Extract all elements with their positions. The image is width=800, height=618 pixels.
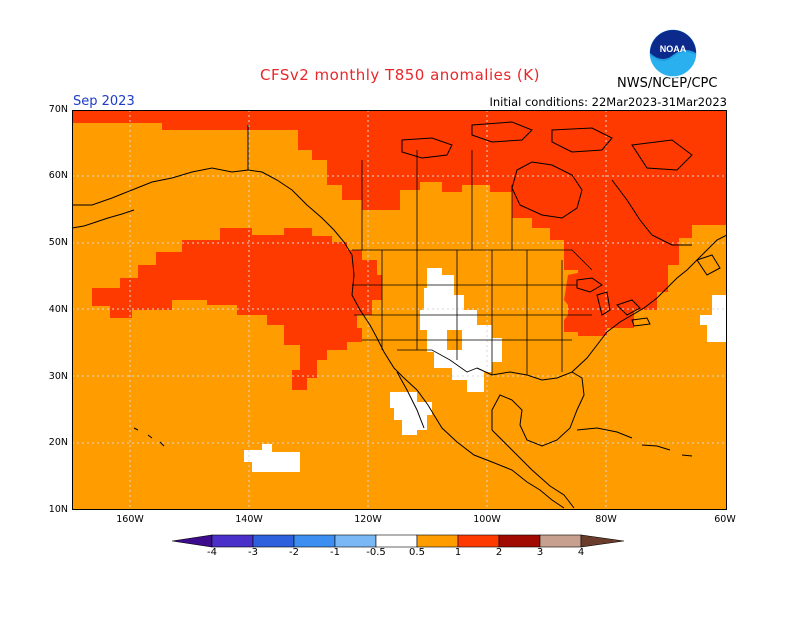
legend-swatch-above-4: [580, 534, 625, 548]
graticule: [72, 110, 727, 510]
coastlines: [72, 121, 727, 509]
color-legend-bar: [172, 534, 625, 548]
lon-label-100w: 100W: [473, 514, 501, 525]
lat-label-70n: 70N: [48, 104, 68, 115]
lat-label-30n: 30N: [48, 371, 68, 382]
initial-conditions: Initial conditions: 22Mar2023-31Mar2023: [489, 95, 727, 109]
legend-label-3: 3: [536, 547, 544, 558]
legend-label-m05: -0.5: [366, 547, 386, 558]
anomaly-neutral-pacific: [244, 444, 300, 472]
anomaly-warm-north: [72, 110, 727, 336]
legend-label-2: 2: [495, 547, 503, 558]
anomaly-map: [72, 110, 727, 510]
noaa-logo: NOAA: [648, 28, 698, 78]
legend-swatch-2-3: [498, 534, 541, 548]
legend-label-m4: -4: [207, 547, 217, 558]
legend-label-m2: -2: [289, 547, 299, 558]
legend-swatch-m3-m2: [252, 534, 295, 548]
legend-swatch-below-m4: [172, 534, 213, 548]
legend-label-4: 4: [577, 547, 585, 558]
lat-label-50n: 50N: [48, 237, 68, 248]
lon-label-60w: 60W: [714, 514, 736, 525]
map-title: CFSv2 monthly T850 anomalies (K): [260, 66, 540, 84]
legend-label-1: 1: [454, 547, 462, 558]
legend-swatch-m1-m05: [334, 534, 377, 548]
legend-swatch-m2-m1: [293, 534, 336, 548]
lat-label-10n: 10N: [48, 504, 68, 515]
legend-swatch-3-4: [539, 534, 582, 548]
legend-label-05: 0.5: [409, 547, 425, 558]
legend-label-m1: -1: [330, 547, 340, 558]
agency-label: NWS/NCEP/CPC: [617, 76, 718, 91]
legend-swatch-05-1: [416, 534, 459, 548]
legend-swatch-m4-m3: [211, 534, 254, 548]
anomaly-neutral-atlantic: [700, 295, 727, 342]
anomaly-neutral-bajacalifornia: [390, 392, 432, 435]
lat-label-20n: 20N: [48, 437, 68, 448]
borders: [247, 125, 593, 375]
svg-text:NOAA: NOAA: [660, 44, 687, 54]
legend-label-m3: -3: [248, 547, 258, 558]
forecast-period: Sep 2023: [73, 94, 135, 109]
lon-label-120w: 120W: [354, 514, 382, 525]
lat-label-60n: 60N: [48, 170, 68, 181]
legend-swatch-1-2: [457, 534, 500, 548]
lon-label-140w: 140W: [235, 514, 263, 525]
lat-label-40n: 40N: [48, 304, 68, 315]
lon-label-160w: 160W: [116, 514, 144, 525]
lon-label-80w: 80W: [595, 514, 617, 525]
legend-swatch-m05-05: [375, 534, 418, 548]
